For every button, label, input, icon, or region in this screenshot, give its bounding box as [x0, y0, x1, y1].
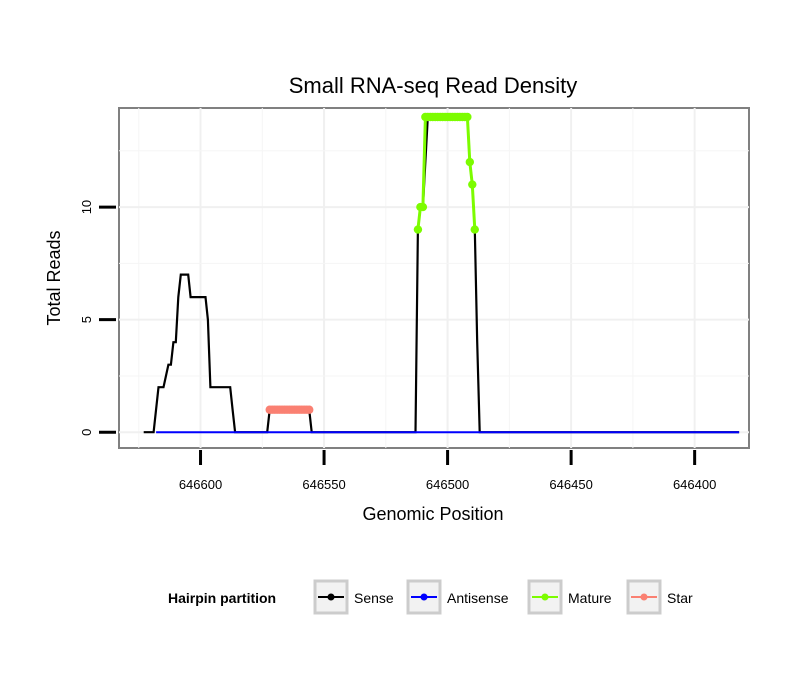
legend-label: Antisense: [447, 590, 509, 606]
legend-key-point: [541, 593, 549, 601]
y-tick-label: 5: [79, 316, 94, 323]
data-point-mature: [465, 157, 475, 167]
x-tick-label: 646400: [673, 477, 716, 492]
legend-label: Star: [667, 590, 693, 606]
data-point-star: [305, 405, 314, 414]
plot-panel: [118, 107, 750, 449]
x-tick-label: 646500: [426, 477, 469, 492]
legend-label: Mature: [568, 590, 612, 606]
y-tick-label: 10: [79, 200, 94, 214]
data-point-mature: [463, 112, 472, 122]
legend-key-point: [327, 593, 335, 601]
axes: 646600 646550 646500 646450 646400 0 5 10: [79, 200, 716, 492]
legend: Hairpin partition Sense Antisense Mature St…: [168, 579, 693, 615]
chart-title: Small RNA-seq Read Density: [289, 73, 578, 98]
data-point-mature: [468, 180, 477, 189]
legend-key-point: [640, 593, 648, 601]
legend-label: Sense: [354, 590, 394, 606]
data-point-mature: [470, 225, 479, 234]
data-point-mature: [418, 202, 428, 212]
x-tick-label: 646450: [549, 477, 592, 492]
y-tick-label: 0: [79, 429, 94, 436]
data-point-mature: [413, 225, 423, 234]
legend-key-point: [420, 593, 428, 601]
x-tick-label: 646600: [179, 477, 222, 492]
series-layer: [143, 112, 740, 434]
x-axis-title: Genomic Position: [362, 504, 503, 524]
x-tick-label: 646550: [302, 477, 345, 492]
legend-title: Hairpin partition: [168, 590, 276, 606]
y-axis-title: Total Reads: [44, 230, 64, 325]
